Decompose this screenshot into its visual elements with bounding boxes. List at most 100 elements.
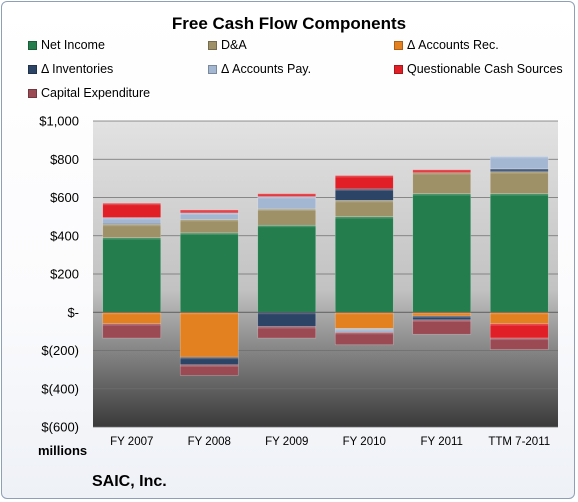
bar-segment-highlight [257,196,316,199]
legend-label: D&A [221,38,247,52]
x-tick-label: TTM 7-2011 [488,436,550,448]
legend-swatch [208,41,217,50]
bar-segment-highlight [490,171,549,174]
bar-segment-highlight [257,193,316,196]
bar-segment-highlight [335,188,394,191]
bar-segment-highlight [490,156,549,159]
bar-segment-d-a [257,208,317,226]
legend-item: Δ Accounts Rec. [394,38,499,52]
bar-segment-accounts-rec [179,311,239,358]
legend-item: Capital Expenditure [28,86,150,100]
bar-segment-d-a [102,223,162,238]
legend-item: Questionable Cash Sources [394,62,563,76]
legend-item: Δ Accounts Pay. [208,62,311,76]
bar-segment-highlight [180,209,239,212]
bar-segment-capital-expenditure [102,323,162,339]
y-tick-label: $600 [50,190,79,205]
bar-segment-d-a [412,172,472,194]
bar-segment-d-a [179,219,239,234]
bar-segment-capital-expenditure [257,326,317,339]
bar-segment-highlight [335,328,394,331]
bar-segment-highlight [102,203,161,206]
x-tick-label: FY 2010 [343,436,386,448]
legend-item: Net Income [28,38,105,52]
legend-swatch [394,41,403,50]
y-tick-label: $(400) [41,381,79,396]
legend-item: Δ Inventories [28,62,113,76]
bar-segment-questionable-cash-sources [334,175,394,190]
legend-label: Questionable Cash Sources [407,62,563,76]
bar-segment-highlight [335,175,394,178]
bar-segment-highlight [180,212,239,215]
bar-segment-d-a [334,200,394,217]
bar-segment-questionable-cash-sources [489,323,549,339]
legend-swatch [394,65,403,74]
bar-segment-highlight [180,219,239,222]
bar-segment-highlight [412,172,471,175]
bar-segment-questionable-cash-sources [412,169,472,173]
bar-segment-highlight [490,193,549,196]
bar-segment-capital-expenditure [334,332,394,346]
y-tick-label: $400 [50,228,79,243]
bar-segment-net-income [257,224,317,313]
legend-swatch [208,65,217,74]
bar-segment-net-income [179,232,239,313]
legend-swatch [28,65,37,74]
x-tick-label: FY 2007 [110,436,153,448]
bar-segment-highlight [180,364,239,367]
bar-segment-d-a [489,171,549,194]
bar-segment-highlight [412,319,471,322]
bar-segment-net-income [412,193,472,313]
bar-segment-highlight [102,223,161,225]
bar-segment-questionable-cash-sources [179,209,239,214]
bar-segment-highlight [180,312,239,315]
bar-segment-highlight [102,312,161,315]
legend-item: D&A [208,38,247,52]
x-tick-label: FY 2009 [265,436,308,448]
bar-segment-highlight [412,193,471,196]
bar-segment-net-income [334,216,394,313]
legend-label: Capital Expenditure [41,86,151,100]
bar-segment-net-income [489,193,549,313]
x-tick-label: FY 2011 [421,436,463,448]
bar-segment-highlight [102,237,161,240]
bar-segment-highlight [180,232,239,235]
y-tick-label: $800 [50,152,79,167]
bar-segment-highlight [257,312,316,315]
y-tick-label: $- [67,305,79,320]
y-tick-label: $(600) [41,420,79,435]
bar-segment-highlight [335,200,394,203]
bar-segment-highlight [490,168,549,171]
bar-segment-highlight [102,224,161,227]
bar-segment-highlight [412,316,471,319]
company-name: SAIC, Inc. [92,473,167,490]
legend-label: Δ Accounts Pay. [221,62,312,76]
bar-segment-highlight [257,326,316,329]
bar-segment-highlight [180,357,239,360]
legend-label: Δ Inventories [41,62,114,76]
bar-segment-questionable-cash-sources [257,193,317,197]
bar-segment-highlight [335,332,394,335]
bar-segment-capital-expenditure [179,364,239,376]
bar-segment-highlight [490,312,549,315]
bar-segment-highlight [257,225,316,228]
bar-segment-highlight [102,217,161,220]
legend-label: Net Income [41,38,105,52]
legend-swatch [28,41,37,50]
bar-segment-highlight [490,323,549,326]
bar-segment-inventories [257,311,317,327]
bar-segment-capital-expenditure [489,337,549,350]
bar-segment-highlight [335,312,394,315]
bar-segment-highlight [257,208,316,211]
y-tick-label: $1,000 [39,114,79,129]
legend-swatch [28,89,37,98]
y-tick-label: $(200) [41,343,79,358]
bar-segment-highlight [412,169,471,172]
bar-segment-net-income [102,237,162,313]
y-tick-label: $200 [50,267,79,282]
y-axis-units-label: millions [38,443,88,458]
bar-segment-highlight [335,216,394,219]
bar-segment-capital-expenditure [412,319,472,335]
x-tick-label: FY 2008 [188,436,231,448]
